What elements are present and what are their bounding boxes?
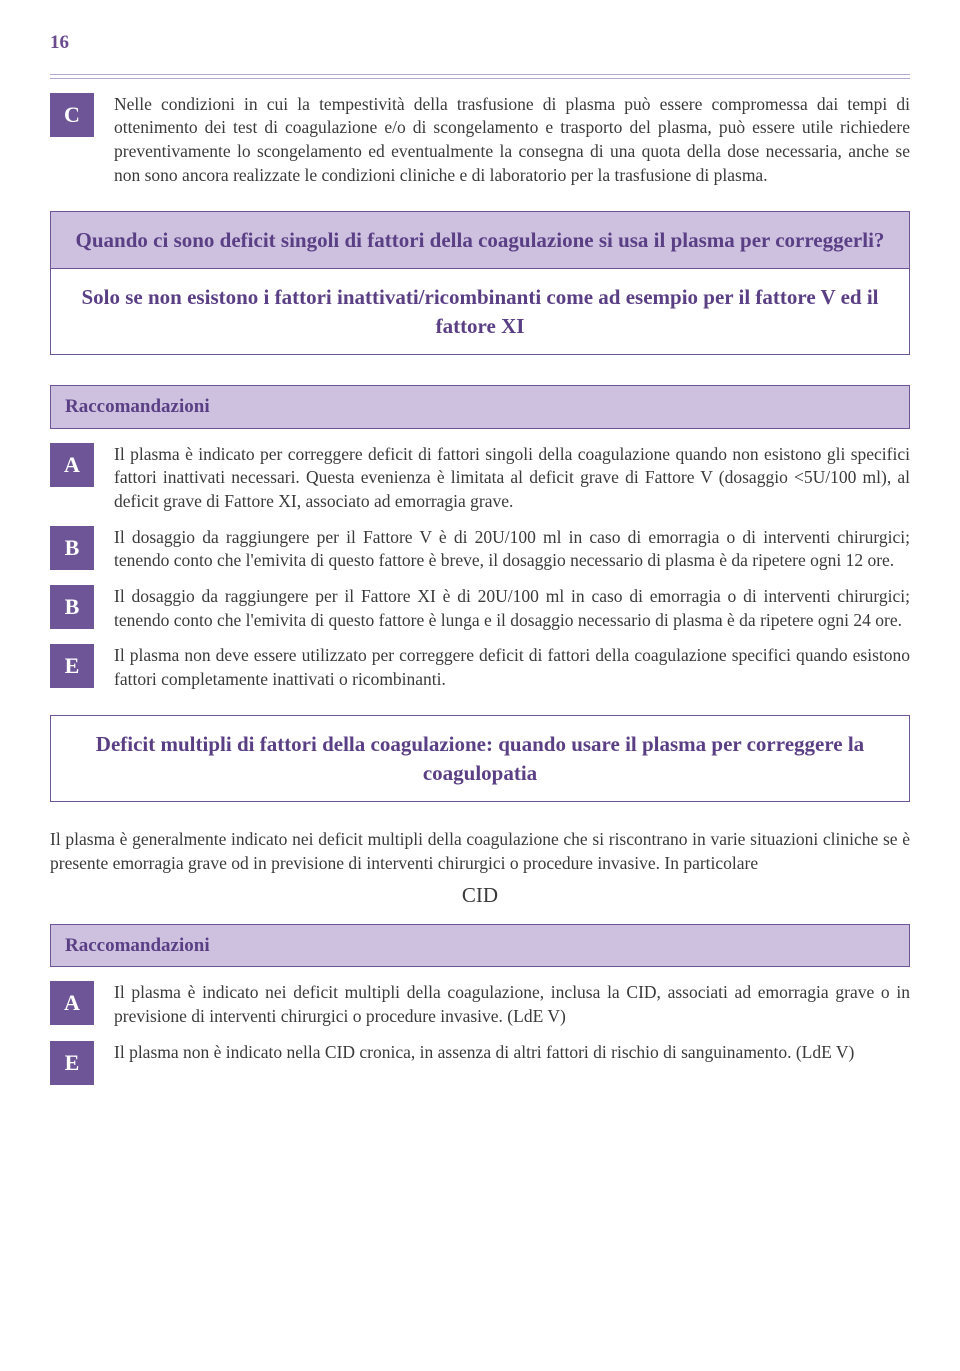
body-paragraph: Il plasma è generalmente indicato nei de…	[50, 828, 910, 875]
grade-badge: A	[50, 981, 94, 1025]
grade-badge: A	[50, 443, 94, 487]
recommendation-text: Il plasma è indicato per correggere defi…	[114, 443, 910, 514]
grade-badge: B	[50, 526, 94, 570]
recommendations-header: Raccomandazioni	[50, 385, 910, 429]
top-recommendation: C Nelle condizioni in cui la tempestivit…	[50, 93, 910, 188]
callout-qa: Quando ci sono deficit singoli di fattor…	[50, 211, 910, 355]
callout-answer: Solo se non esistono i fattori inattivat…	[51, 269, 909, 354]
recommendation-text: Il plasma non è indicato nella CID croni…	[114, 1041, 910, 1065]
recommendations-list-2: A Il plasma è indicato nei deficit multi…	[50, 967, 910, 1084]
callout-question: Quando ci sono deficit singoli di fattor…	[51, 212, 909, 269]
grade-badge: C	[50, 93, 94, 137]
recommendation-item: A Il plasma è indicato per correggere de…	[50, 443, 910, 514]
subheading-cid: CID	[50, 881, 910, 909]
top-rule	[50, 74, 910, 79]
recommendation-text: Il dosaggio da raggiungere per il Fattor…	[114, 585, 910, 632]
recommendation-text: Il plasma non deve essere utilizzato per…	[114, 644, 910, 691]
recommendation-item: E Il plasma non deve essere utilizzato p…	[50, 644, 910, 691]
recommendation-item: E Il plasma non è indicato nella CID cro…	[50, 1041, 910, 1085]
grade-badge: E	[50, 1041, 94, 1085]
recommendation-text: Il plasma è indicato nei deficit multipl…	[114, 981, 910, 1028]
callout-heading: Deficit multipli di fattori della coagul…	[50, 715, 910, 802]
grade-badge: B	[50, 585, 94, 629]
recommendation-item: B Il dosaggio da raggiungere per il Fatt…	[50, 526, 910, 573]
page-number: 16	[50, 30, 910, 56]
grade-badge: E	[50, 644, 94, 688]
recommendations-header-2: Raccomandazioni	[50, 924, 910, 968]
recommendation-text: Il dosaggio da raggiungere per il Fattor…	[114, 526, 910, 573]
recommendation-item: A Il plasma è indicato nei deficit multi…	[50, 981, 910, 1028]
recommendation-text: Nelle condizioni in cui la tempestività …	[114, 93, 910, 188]
recommendation-item: B Il dosaggio da raggiungere per il Fatt…	[50, 585, 910, 632]
recommendations-list-1: A Il plasma è indicato per correggere de…	[50, 429, 910, 692]
